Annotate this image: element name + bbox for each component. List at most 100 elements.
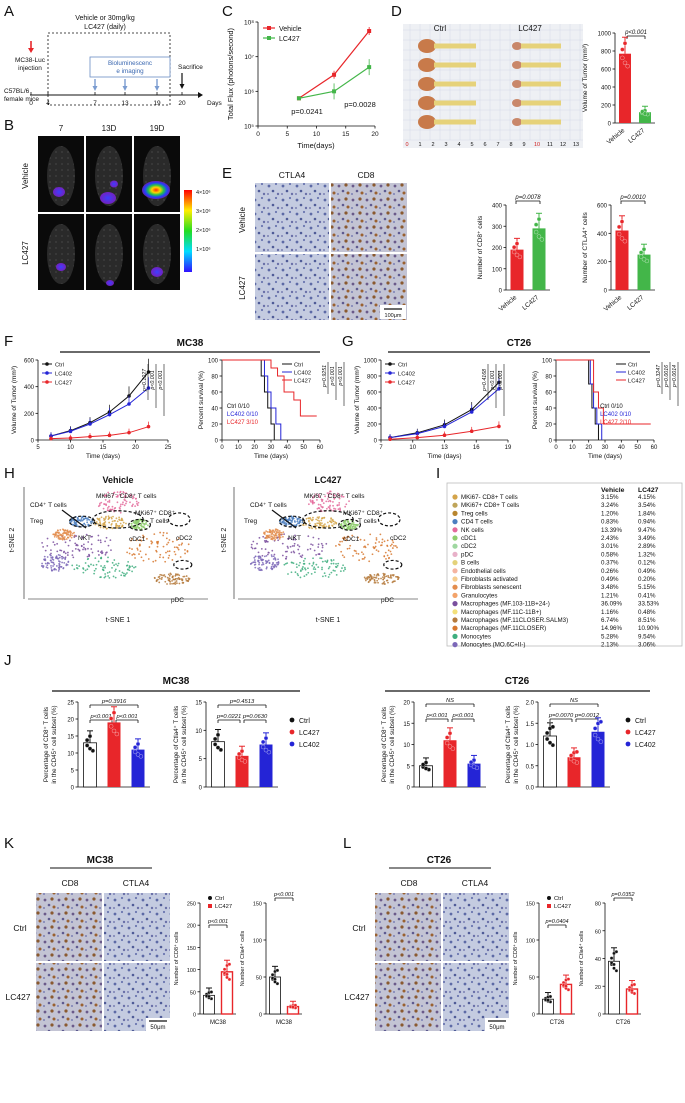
cell-point	[267, 551, 270, 554]
cell-point	[322, 575, 324, 578]
cell-point	[387, 574, 390, 577]
panel-letter-C: C	[222, 3, 233, 20]
cell-point	[103, 564, 106, 567]
cell-point	[181, 542, 184, 545]
data-point	[260, 739, 266, 745]
data-point	[625, 64, 630, 69]
cell-point	[66, 563, 69, 566]
legend-label: Ctrl	[215, 896, 224, 902]
cell-point	[386, 554, 389, 557]
cell-point	[63, 561, 66, 564]
intensity-scale-bar	[184, 190, 192, 272]
vehicle-percent: 3.01%	[601, 543, 619, 550]
cell-point	[375, 538, 378, 541]
cell-point	[50, 549, 52, 552]
treatment-label: Vehicle or 30mg/kg	[75, 15, 135, 22]
row-label: LC427	[5, 992, 30, 1002]
cell-point	[59, 554, 61, 557]
y-tick-label: 100	[187, 968, 196, 974]
cell-point	[138, 526, 141, 529]
cluster-swatch	[452, 633, 458, 640]
cell-point	[116, 520, 119, 523]
cluster-swatch	[452, 584, 458, 590]
cluster-name: Macrophages (MF.11C-11B+)	[461, 609, 541, 616]
cell-point	[148, 546, 151, 548]
cell-point	[111, 566, 113, 569]
data-point	[547, 740, 553, 745]
cell-point	[321, 517, 324, 520]
cell-point	[354, 525, 356, 528]
cell-point	[299, 519, 302, 521]
y-axis-label: Volume of Tumor (mm³)	[582, 44, 589, 112]
mice-label: C57BL/6	[4, 88, 30, 95]
x-tick-label: Vehicle	[606, 127, 627, 146]
cell-point	[263, 555, 266, 558]
cell-point	[327, 567, 330, 570]
cell-point	[260, 558, 262, 561]
x-category-label: CT26	[616, 1020, 631, 1026]
data-point	[620, 55, 625, 61]
cell-point	[338, 501, 341, 504]
cell-point	[140, 524, 143, 527]
cell-point	[140, 556, 143, 559]
data-point	[642, 111, 648, 116]
cell-point	[273, 553, 276, 556]
x-tick-label: 19	[505, 445, 512, 451]
treatment-label: LC427 (daily)	[84, 24, 126, 31]
cell-point	[73, 522, 76, 525]
cell-point	[261, 554, 264, 557]
cell-point	[131, 505, 134, 507]
cell-point	[322, 502, 325, 505]
legend-label: LC402	[628, 371, 645, 377]
cell-point	[123, 496, 126, 499]
bar-vehicle	[619, 53, 631, 124]
cluster-outline	[68, 515, 96, 528]
cell-point	[389, 574, 392, 576]
cell-point	[335, 566, 338, 569]
legend-marker	[289, 729, 295, 735]
cell-point	[57, 566, 60, 569]
cell-point	[363, 557, 365, 560]
days-label: Days	[207, 100, 223, 107]
cell-point	[312, 496, 314, 499]
cell-point	[41, 562, 43, 565]
x-tick-label: 60	[317, 445, 324, 451]
row-label: Vehicle	[238, 207, 247, 233]
cell-point	[55, 536, 58, 538]
cell-point	[57, 570, 60, 572]
scale-bar-label: 50μm	[150, 1025, 165, 1031]
cluster-outline	[278, 515, 306, 528]
cell-point	[278, 534, 281, 536]
data-point	[332, 72, 337, 77]
cell-point	[324, 560, 327, 562]
data-point	[420, 762, 426, 767]
cell-point	[275, 561, 278, 564]
cell-point	[68, 520, 71, 523]
data-point	[146, 424, 151, 429]
cell-point	[345, 539, 348, 542]
legend-label: LC402	[299, 742, 320, 749]
cell-point	[180, 543, 183, 546]
cell-point	[86, 558, 89, 561]
bar-lc402	[591, 731, 605, 787]
cell-point	[302, 560, 305, 562]
data-point	[212, 742, 218, 747]
cell-point	[345, 503, 348, 506]
x-axis-label: Time (days)	[588, 453, 622, 460]
p-value: p<0.001	[624, 30, 647, 36]
cell-point	[331, 524, 333, 527]
cluster-swatch	[452, 543, 458, 549]
lc427-percent: 0.12%	[638, 560, 656, 567]
cell-point	[297, 574, 300, 577]
x-tick-label: 10	[569, 445, 576, 451]
cell-point	[67, 536, 70, 539]
cell-point	[341, 567, 343, 569]
x-tick-label: 20	[132, 445, 139, 451]
y-tick-label: 50	[529, 976, 535, 982]
cell-point	[118, 518, 120, 521]
cell-point	[303, 575, 306, 578]
cell-point	[332, 562, 335, 565]
